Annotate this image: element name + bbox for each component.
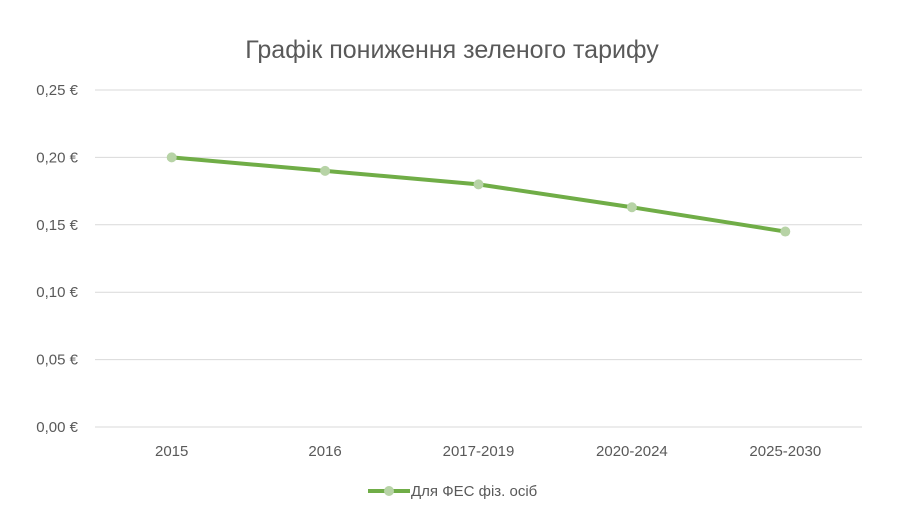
y-tick-label: 0,20 € xyxy=(36,149,78,166)
x-tick-label: 2025-2030 xyxy=(749,443,821,460)
gridlines xyxy=(95,89,862,428)
y-tick-label: 0,00 € xyxy=(36,419,78,436)
x-tick-label: 2015 xyxy=(155,443,188,460)
chart-title: Графік пониження зеленого тарифу xyxy=(245,36,659,64)
data-point xyxy=(166,152,177,163)
data-point xyxy=(320,165,331,176)
legend-label: Для ФЕС фіз. осіб xyxy=(411,483,537,500)
legend-swatch-marker xyxy=(384,486,394,496)
y-tick-label: 0,25 € xyxy=(36,82,78,99)
x-tick-label: 2017-2019 xyxy=(443,443,515,460)
legend: Для ФЕС фіз. осіб xyxy=(368,483,537,500)
series-line xyxy=(169,155,788,234)
series-layer xyxy=(166,152,791,237)
y-axis-ticks: 0,00 € 0,05 € 0,10 € 0,15 € 0,20 € 0,25 € xyxy=(36,82,78,436)
x-axis-ticks: 2015 2016 2017-2019 2020-2024 2025-2030 xyxy=(155,443,821,460)
data-point xyxy=(626,202,637,213)
y-tick-label: 0,05 € xyxy=(36,352,78,369)
data-point xyxy=(780,226,791,237)
x-tick-label: 2016 xyxy=(308,443,341,460)
data-point xyxy=(473,179,484,190)
y-tick-label: 0,15 € xyxy=(36,217,78,234)
x-tick-label: 2020-2024 xyxy=(596,443,668,460)
y-tick-label: 0,10 € xyxy=(36,284,78,301)
